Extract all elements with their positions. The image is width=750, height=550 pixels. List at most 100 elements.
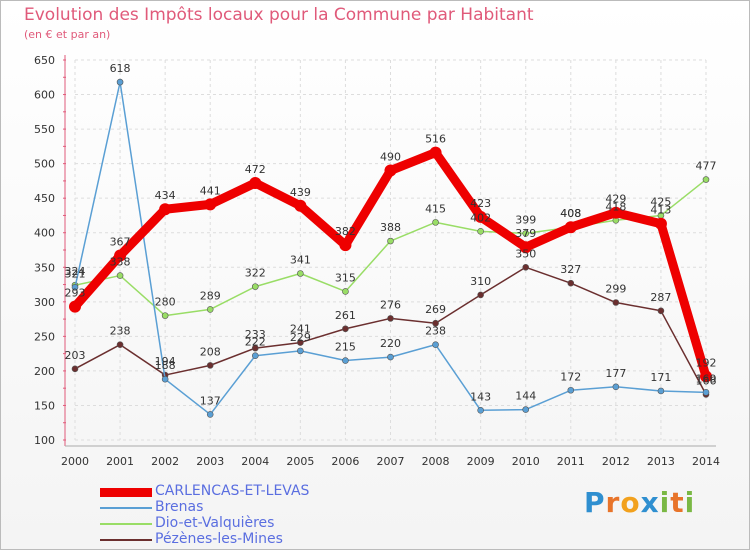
proxiti-logo: Proxiti (584, 486, 696, 519)
data-label-carlencas-et-levas: 192 (696, 356, 717, 369)
y-tick-label: 650 (34, 54, 55, 67)
data-label-p-z-nes-les-mines: 194 (155, 355, 176, 368)
data-label-carlencas-et-levas: 516 (425, 133, 446, 146)
data-point-carlencas-et-levas (249, 176, 262, 189)
legend-swatch-carlencas (100, 488, 152, 497)
y-tick-label: 100 (34, 434, 55, 447)
data-label-brenas: 215 (335, 341, 356, 354)
data-label-carlencas-et-levas: 408 (560, 207, 581, 220)
data-label-dio-et-valqui-res: 322 (245, 267, 266, 280)
data-point-dio-et-valqui-res (387, 237, 394, 245)
axes: 100 150 200 250 300 350 400 450 500 550 600 650 2000… (34, 54, 720, 468)
data-label-carlencas-et-levas: 429 (605, 193, 626, 206)
legend-item-dio: Dio-et-Valquières (100, 515, 460, 532)
legend-swatch-pezenes (100, 539, 152, 541)
data-label-brenas: 222 (245, 336, 266, 349)
data-point-brenas (432, 341, 439, 348)
data-label-carlencas-et-levas: 423 (470, 197, 491, 210)
data-point-dio-et-valqui-res (161, 312, 169, 319)
data-point-carlencas-et-levas (654, 217, 667, 230)
data-point-p-z-nes-les-mines (71, 365, 79, 373)
data-label-brenas: 238 (425, 325, 446, 338)
y-tick-label: 250 (34, 330, 55, 343)
data-point-carlencas-et-levas (339, 239, 352, 252)
data-point-carlencas-et-levas (474, 210, 487, 223)
data-label-p-z-nes-les-mines: 350 (515, 247, 536, 260)
data-point-carlencas-et-levas (429, 146, 442, 159)
data-point-p-z-nes-les-mines (432, 319, 439, 327)
y-tick-label: 550 (34, 123, 55, 136)
data-label-p-z-nes-les-mines: 299 (605, 283, 626, 296)
data-label-p-z-nes-les-mines: 261 (335, 309, 356, 322)
data-point-brenas (71, 284, 79, 291)
data-label-dio-et-valqui-res: 324 (65, 265, 86, 278)
legend-label-pezenes: Pézènes-les-Mines (155, 531, 283, 547)
data-point-p-z-nes-les-mines (251, 344, 259, 352)
x-tick-label: 2004 (241, 455, 269, 468)
data-point-brenas (342, 357, 349, 364)
data-label-carlencas-et-levas: 413 (650, 204, 671, 217)
data-point-carlencas-et-levas (519, 241, 532, 254)
data-point-brenas (116, 78, 124, 86)
legend: CARLENCAS-ET-LEVAS Brenas Dio-et-Valquiè… (100, 483, 460, 548)
data-label-p-z-nes-les-mines: 287 (650, 291, 671, 304)
y-tick-label: 500 (34, 158, 55, 171)
data-label-p-z-nes-les-mines: 203 (65, 349, 86, 362)
x-tick-label: 2007 (377, 455, 405, 468)
data-label-dio-et-valqui-res: 425 (650, 195, 671, 208)
data-point-dio-et-valqui-res (116, 272, 124, 279)
data-point-carlencas-et-levas (159, 203, 172, 216)
data-label-brenas: 220 (380, 337, 401, 350)
x-tick-label: 2005 (286, 455, 314, 468)
legend-swatch-dio (100, 523, 152, 525)
data-point-dio-et-valqui-res (297, 270, 304, 277)
data-point-p-z-nes-les-mines (116, 341, 124, 348)
data-label-dio-et-valqui-res: 289 (200, 289, 221, 302)
data-label-carlencas-et-levas: 379 (515, 227, 536, 240)
data-point-carlencas-et-levas (114, 249, 127, 262)
data-point-p-z-nes-les-mines (612, 299, 620, 306)
data-label-dio-et-valqui-res: 402 (470, 211, 491, 224)
y-tick-label: 600 (34, 89, 55, 102)
data-point-brenas (251, 352, 259, 360)
data-label-dio-et-valqui-res: 415 (425, 202, 446, 215)
data-point-p-z-nes-les-mines (657, 307, 665, 315)
data-label-dio-et-valqui-res: 388 (380, 221, 401, 234)
data-label-carlencas-et-levas: 382 (335, 225, 356, 238)
y-tick-label: 200 (34, 365, 55, 378)
data-label-brenas: 229 (290, 331, 311, 344)
x-tick-label: 2013 (647, 455, 675, 468)
data-label-carlencas-et-levas: 490 (380, 151, 401, 164)
data-label-carlencas-et-levas: 472 (245, 163, 266, 176)
data-point-p-z-nes-les-mines (567, 279, 575, 287)
data-point-brenas (387, 353, 394, 361)
data-label-brenas: 321 (65, 267, 86, 280)
data-label-carlencas-et-levas: 367 (110, 236, 131, 249)
data-label-brenas: 144 (515, 390, 536, 403)
data-label-carlencas-et-levas: 441 (200, 184, 221, 197)
data-label-carlencas-et-levas: 434 (155, 189, 176, 202)
data-point-carlencas-et-levas (294, 199, 307, 212)
data-label-brenas: 171 (650, 371, 671, 384)
data-label-p-z-nes-les-mines: 241 (290, 323, 311, 336)
data-label-p-z-nes-les-mines: 276 (380, 298, 401, 311)
data-label-dio-et-valqui-res: 280 (155, 296, 176, 309)
data-label-dio-et-valqui-res: 418 (605, 200, 626, 213)
data-point-p-z-nes-les-mines (477, 291, 484, 299)
legend-item-carlencas: CARLENCAS-ET-LEVAS (100, 483, 460, 500)
data-label-p-z-nes-les-mines: 166 (696, 374, 717, 387)
y-tick-label: 400 (34, 227, 55, 240)
data-label-p-z-nes-les-mines: 233 (245, 328, 266, 341)
data-point-brenas (477, 406, 484, 414)
data-label-carlencas-et-levas: 439 (290, 186, 311, 199)
data-point-brenas (161, 375, 169, 383)
x-tick-label: 2006 (331, 455, 359, 468)
x-tick-label: 2009 (467, 455, 495, 468)
y-tick-label: 300 (34, 296, 55, 309)
x-tick-label: 2003 (196, 455, 224, 468)
data-point-p-z-nes-les-mines (297, 339, 304, 346)
data-label-brenas: 143 (470, 390, 491, 403)
data-point-p-z-nes-les-mines (522, 263, 530, 271)
